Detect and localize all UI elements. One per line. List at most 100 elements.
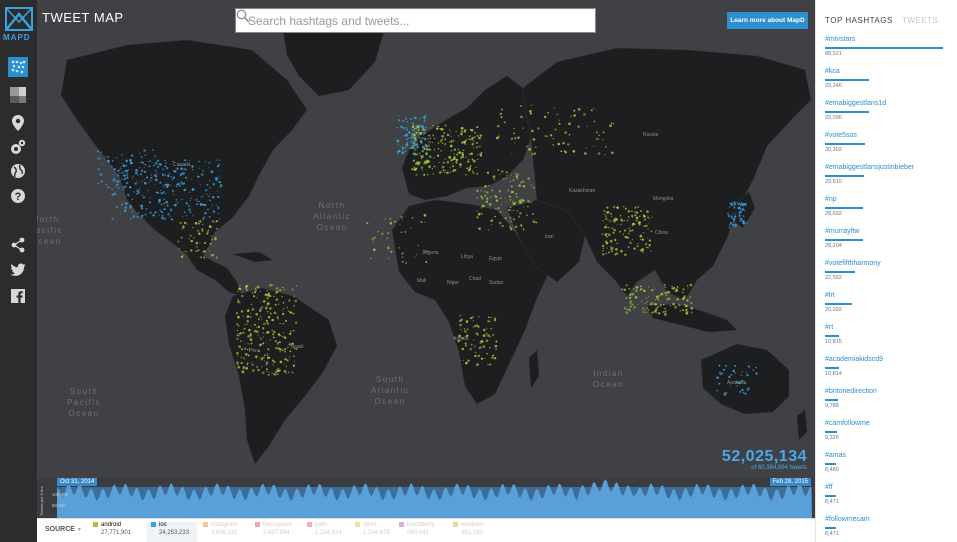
- tweet-dot: [249, 337, 252, 340]
- tweet-dot: [281, 286, 284, 289]
- tweet-dot: [461, 126, 464, 130]
- twitter-icon[interactable]: [9, 261, 27, 279]
- tweet-dot: [388, 257, 390, 260]
- tweet-dot: [734, 364, 736, 367]
- tweet-dot: [265, 363, 268, 366]
- hashtag-name[interactable]: #ff: [825, 484, 833, 491]
- tweet-dot: [606, 247, 608, 249]
- tweet-dot: [609, 239, 613, 243]
- help-icon[interactable]: ?: [9, 187, 27, 205]
- hashtag-item[interactable]: #rt 10,815: [825, 324, 953, 352]
- tweet-dot: [755, 366, 757, 369]
- hashtag-item[interactable]: #emabiggestfansjustinbieber 29,610: [825, 164, 953, 192]
- timeline-start-date[interactable]: Oct 31, 2014: [57, 478, 98, 486]
- source-toggle-foursquare[interactable]: foursquare 2,437,544: [251, 522, 301, 542]
- tweet-dot: [458, 334, 461, 338]
- hashtag-bar: [825, 527, 837, 529]
- source-dropdown[interactable]: SOURCE ▼: [45, 526, 82, 533]
- hashtag-item[interactable]: #britonedirection 9,788: [825, 388, 953, 416]
- hashtag-name[interactable]: #emabiggestfans1d: [825, 100, 887, 107]
- grid-icon[interactable]: [9, 86, 27, 104]
- hashtag-item[interactable]: #np 28,692: [825, 196, 953, 224]
- source-toggle-path[interactable]: path 1,214,634: [303, 522, 353, 542]
- hashtag-name[interactable]: #lrt: [825, 292, 835, 299]
- hashtag-name[interactable]: #np: [825, 196, 837, 203]
- hashtag-name[interactable]: #votefifthharmony: [825, 260, 881, 267]
- hashtag-name[interactable]: #amas: [825, 452, 847, 459]
- source-toggle-ios[interactable]: ios 24,253,233: [147, 522, 197, 542]
- tweet-dot: [474, 351, 477, 354]
- heatmap-icon[interactable]: [8, 57, 28, 77]
- tweet-dot: [252, 369, 255, 372]
- tweet-dot: [748, 365, 751, 368]
- tweet-dot: [144, 213, 147, 216]
- source-toggle-instagram[interactable]: instagram 3,609,115: [199, 522, 249, 542]
- source-toggle-windows[interactable]: windows 361,230: [449, 522, 499, 542]
- tab-top-hashtags[interactable]: TOP HASHTAGS: [825, 16, 893, 25]
- source-toggle-android[interactable]: android 27,771,901: [89, 522, 139, 542]
- tweet-dot: [191, 188, 195, 191]
- hashtag-name[interactable]: #mtvstars: [825, 36, 856, 43]
- timeline-end-date[interactable]: Feb 28, 2015: [769, 478, 811, 486]
- tab-tweets[interactable]: TWEETS: [902, 16, 939, 25]
- tweet-map[interactable]: TWEET MAP Learn more about MapD North At…: [37, 0, 815, 478]
- globe-icon[interactable]: [9, 162, 27, 180]
- hashtag-name[interactable]: #followmecam: [825, 516, 870, 523]
- tweet-dot: [509, 180, 511, 183]
- search-bar[interactable]: [235, 8, 596, 33]
- tweet-dot: [412, 152, 415, 155]
- hashtag-item[interactable]: #emabiggestfans1d 33,096: [825, 100, 953, 128]
- hashtag-name[interactable]: #murrayftw: [825, 228, 860, 235]
- tweet-dot: [480, 196, 484, 200]
- tweet-dot: [207, 229, 209, 231]
- asia-shape: [522, 47, 812, 301]
- hashtag-name[interactable]: #kca: [825, 68, 840, 75]
- hashtag-item[interactable]: #camfollowme 9,326: [825, 420, 953, 448]
- hashtag-item[interactable]: #academiakidscd9 10,814: [825, 356, 953, 384]
- hashtag-name[interactable]: #academiakidscd9: [825, 356, 883, 363]
- tweet-dot: [645, 311, 648, 314]
- facebook-icon[interactable]: [9, 287, 27, 305]
- hashtag-item[interactable]: #vote5sos 30,302: [825, 132, 953, 160]
- share-icon[interactable]: [9, 236, 27, 254]
- tweet-dot: [464, 330, 467, 333]
- timeline[interactable]: Tweets per 6 hrs 100,000 50,000 Oct 31, …: [37, 478, 815, 518]
- tweet-dot: [546, 135, 548, 138]
- tweet-dot: [262, 300, 266, 303]
- learn-more-button[interactable]: Learn more about MapD: [727, 12, 808, 29]
- tweet-dot: [510, 190, 514, 194]
- location-pin-icon[interactable]: [9, 114, 27, 132]
- tweet-dot: [628, 229, 632, 233]
- tweet-dot: [476, 189, 479, 192]
- tweet-dot: [277, 343, 279, 345]
- hashtag-item[interactable]: #amas 8,480: [825, 452, 953, 480]
- search-input[interactable]: [248, 13, 568, 28]
- tweet-dot: [455, 158, 458, 161]
- tweet-dot: [207, 208, 209, 211]
- settings-icon[interactable]: [9, 138, 27, 156]
- tweet-dot: [425, 162, 428, 165]
- source-toggle-other[interactable]: other 1,104,678: [351, 522, 401, 542]
- hashtag-item[interactable]: #lrt 20,092: [825, 292, 953, 320]
- hashtag-name[interactable]: #britonedirection: [825, 388, 877, 395]
- tweet-dot: [718, 382, 721, 385]
- tweet-dot: [500, 116, 503, 119]
- hashtag-item[interactable]: #kca 33,246: [825, 68, 953, 96]
- tweet-dot: [643, 309, 646, 311]
- tweet-dot: [586, 125, 588, 127]
- hashtag-item[interactable]: #murrayftw 28,204: [825, 228, 953, 256]
- hashtag-item[interactable]: #votefifthharmony 22,582: [825, 260, 953, 288]
- hashtag-item[interactable]: #mtvstars 88,521: [825, 36, 953, 64]
- hashtag-name[interactable]: #emabiggestfansjustinbieber: [825, 164, 915, 171]
- hashtag-item[interactable]: #followmecam 8,471: [825, 516, 953, 542]
- hashtag-name[interactable]: #camfollowme: [825, 420, 870, 427]
- tweet-dot: [421, 155, 424, 158]
- hashtag-name[interactable]: #vote5sos: [825, 132, 857, 139]
- tweet-dot: [161, 214, 164, 217]
- hashtag-name[interactable]: #rt: [825, 324, 834, 331]
- timeline-chart[interactable]: [37, 478, 815, 518]
- hashtag-item[interactable]: #ff 8,471: [825, 484, 953, 512]
- source-toggle-blackberry[interactable]: blackberry 560,041: [395, 522, 445, 542]
- world-map[interactable]: [37, 0, 815, 478]
- tweet-dot: [470, 128, 474, 132]
